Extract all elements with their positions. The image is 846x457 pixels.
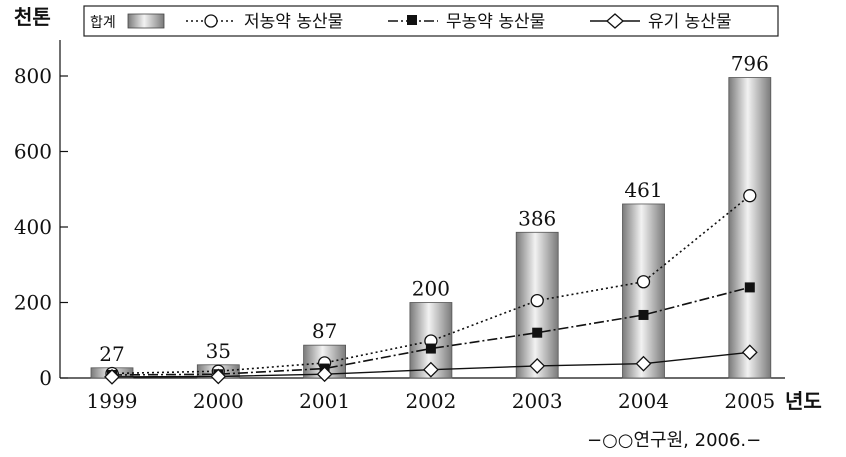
x-tick-label: 2002	[405, 389, 456, 413]
y-tick-label: 0	[39, 366, 52, 390]
legend-marker-filled-square	[407, 15, 417, 25]
x-tick-label: 2004	[618, 389, 669, 413]
bar-data-label: 35	[206, 339, 231, 363]
legend-marker-open-circle	[204, 14, 218, 28]
marker-open-diamond	[741, 344, 758, 361]
legend-item-low-pesticide: 저농약 농산물	[186, 12, 343, 32]
x-ticks: 1999 2000 2001 2002 2003 2004 2005	[87, 372, 775, 413]
legend-label-no-pesticide: 무농약 농산물	[446, 12, 545, 32]
x-unit-label: 년도	[785, 389, 822, 413]
bar-data-label: 27	[99, 342, 124, 366]
legend-label-total: 합계	[90, 15, 116, 31]
marker-open-diamond	[104, 368, 120, 385]
legend-label-organic: 유기 농산물	[648, 12, 732, 32]
marker-open-diamond	[635, 355, 652, 372]
y-ticks: 0 200 400 600 800	[14, 64, 68, 390]
legend-frame	[83, 5, 779, 37]
bar-data-label: 461	[624, 178, 662, 202]
marker-open-circle	[530, 293, 544, 308]
y-tick-label: 200	[14, 291, 52, 315]
marker-open-diamond	[316, 366, 333, 383]
x-tick-label: 2003	[512, 389, 563, 413]
marker-filled-square	[532, 327, 543, 338]
bar-data-label: 87	[312, 319, 337, 343]
legend-swatch-bar	[127, 13, 165, 29]
bars	[90, 77, 772, 379]
marker-open-diamond	[210, 368, 227, 385]
x-tick-label: 2000	[193, 389, 244, 413]
series-markers	[104, 189, 758, 385]
y-tick-label: 400	[14, 215, 52, 239]
marker-open-circle	[636, 275, 651, 289]
legend-item-organic: 유기 농산물	[590, 12, 732, 32]
bar-data-label: 386	[518, 206, 556, 230]
bar-labels: 27 35 87 200 386 461 796	[99, 52, 769, 366]
source-note: −○○연구원, 2006.−	[587, 430, 761, 451]
bar	[622, 203, 665, 379]
marker-open-diamond	[422, 361, 439, 378]
x-tick-label: 2005	[724, 389, 775, 413]
y-tick-label: 800	[14, 64, 52, 88]
x-tick-label: 2001	[299, 389, 350, 413]
legend: 합계 저농약 농산물 무농약 농산물 유기 농산물	[83, 5, 779, 37]
bar	[728, 77, 772, 379]
marker-filled-square	[744, 282, 755, 293]
legend-marker-open-diamond	[606, 13, 624, 29]
marker-filled-square	[425, 343, 436, 354]
x-tick-label: 1999	[87, 389, 138, 413]
legend-label-low-pesticide: 저농약 농산물	[244, 12, 343, 32]
bar-data-label: 200	[412, 277, 450, 301]
marker-open-diamond	[529, 358, 546, 374]
legend-item-no-pesticide: 무농약 농산물	[388, 12, 545, 32]
marker-filled-square	[638, 309, 649, 320]
bar-data-label: 796	[731, 52, 769, 76]
legend-item-total: 합계	[90, 13, 165, 31]
marker-open-circle	[743, 189, 757, 203]
y-tick-label: 600	[14, 140, 52, 164]
y-unit-label: 천톤	[14, 5, 51, 29]
